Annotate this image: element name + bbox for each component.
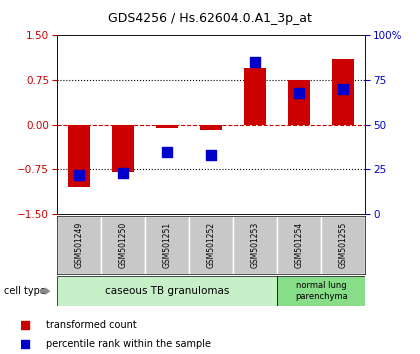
- Point: [241, 77, 248, 83]
- Point: [120, 170, 126, 176]
- Bar: [156, 125, 178, 128]
- Bar: [189, 216, 233, 274]
- Bar: [288, 80, 310, 125]
- Text: GSM501255: GSM501255: [339, 222, 348, 268]
- Bar: [244, 68, 266, 125]
- Text: GSM501252: GSM501252: [207, 222, 215, 268]
- Text: GSM501254: GSM501254: [295, 222, 304, 268]
- Text: GSM501250: GSM501250: [118, 222, 127, 268]
- Point: [252, 59, 259, 65]
- Bar: [332, 59, 354, 125]
- Bar: [112, 125, 134, 172]
- Point: [164, 149, 171, 154]
- Bar: [321, 216, 365, 274]
- Bar: [277, 216, 321, 274]
- Bar: [145, 216, 189, 274]
- Point: [76, 172, 82, 178]
- Bar: [277, 276, 365, 306]
- Text: GDS4256 / Hs.62604.0.A1_3p_at: GDS4256 / Hs.62604.0.A1_3p_at: [108, 12, 312, 25]
- Text: GSM501249: GSM501249: [74, 222, 83, 268]
- Text: transformed count: transformed count: [46, 320, 136, 330]
- Text: cell type: cell type: [4, 286, 46, 296]
- Text: GSM501253: GSM501253: [251, 222, 260, 268]
- Text: GSM501251: GSM501251: [163, 222, 171, 268]
- Bar: [200, 125, 222, 130]
- Text: percentile rank within the sample: percentile rank within the sample: [46, 339, 210, 349]
- Text: normal lung
parenchyma: normal lung parenchyma: [295, 281, 348, 301]
- Point: [241, 251, 248, 257]
- Bar: [57, 276, 277, 306]
- Point: [296, 90, 302, 96]
- Point: [208, 152, 215, 158]
- Text: caseous TB granulomas: caseous TB granulomas: [105, 286, 229, 296]
- Point: [340, 86, 347, 92]
- Bar: [233, 216, 277, 274]
- Bar: [57, 216, 101, 274]
- Bar: [68, 125, 90, 187]
- Bar: [101, 216, 145, 274]
